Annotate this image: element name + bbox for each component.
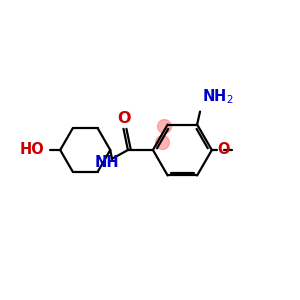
Text: O: O bbox=[218, 142, 230, 158]
Text: NH$_2$: NH$_2$ bbox=[202, 88, 233, 106]
Text: O: O bbox=[117, 111, 131, 126]
Text: NH: NH bbox=[94, 155, 119, 170]
Text: HO: HO bbox=[19, 142, 44, 158]
